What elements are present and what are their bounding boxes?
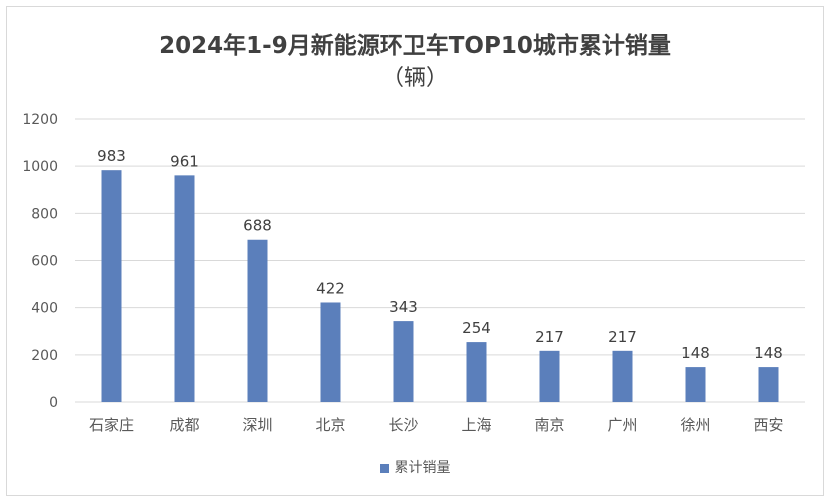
y-tick-label: 800 [31, 206, 58, 222]
data-label: 983 [97, 147, 126, 165]
chart-title: 2024年1-9月新能源环卫车TOP10城市累计销量 [159, 33, 671, 59]
x-tick-label: 成都 [169, 416, 199, 434]
data-label: 254 [462, 319, 491, 337]
x-tick-label: 深圳 [242, 416, 272, 434]
legend-swatch [379, 463, 389, 473]
bar [247, 239, 268, 402]
x-tick-label: 长沙 [388, 416, 418, 434]
chart-subtitle: （辆） [381, 66, 448, 91]
y-tick-label: 0 [49, 395, 58, 411]
data-label: 148 [681, 344, 710, 362]
data-label: 688 [243, 217, 272, 235]
data-label: 217 [535, 328, 564, 346]
bar [758, 367, 779, 402]
bar [393, 321, 414, 402]
x-tick-label: 上海 [461, 416, 491, 434]
bar [174, 175, 195, 402]
x-tick-label: 西安 [753, 416, 783, 434]
y-tick-label: 600 [31, 254, 58, 270]
x-tick-label: 北京 [315, 416, 345, 434]
data-label: 148 [754, 344, 783, 362]
data-label: 961 [170, 152, 199, 170]
bar [539, 350, 560, 402]
y-tick-label: 1200 [22, 112, 58, 128]
chart-frame [6, 6, 824, 496]
legend-label: 累计销量 [394, 460, 451, 476]
x-tick-label: 南京 [534, 416, 564, 434]
data-label: 343 [389, 298, 418, 316]
y-tick-label: 400 [31, 301, 58, 317]
bar [320, 302, 341, 402]
x-tick-label: 徐州 [680, 416, 710, 434]
y-tick-label: 200 [31, 348, 58, 364]
data-label: 217 [608, 328, 637, 346]
bar [466, 342, 487, 402]
bar [612, 350, 633, 402]
legend: 累计销量 [0, 457, 830, 477]
x-tick-label: 石家庄 [89, 416, 134, 434]
data-label: 422 [316, 279, 345, 297]
y-tick-label: 1000 [22, 159, 58, 175]
bar [101, 170, 122, 402]
x-tick-label: 广州 [607, 416, 637, 434]
bar [685, 367, 706, 402]
